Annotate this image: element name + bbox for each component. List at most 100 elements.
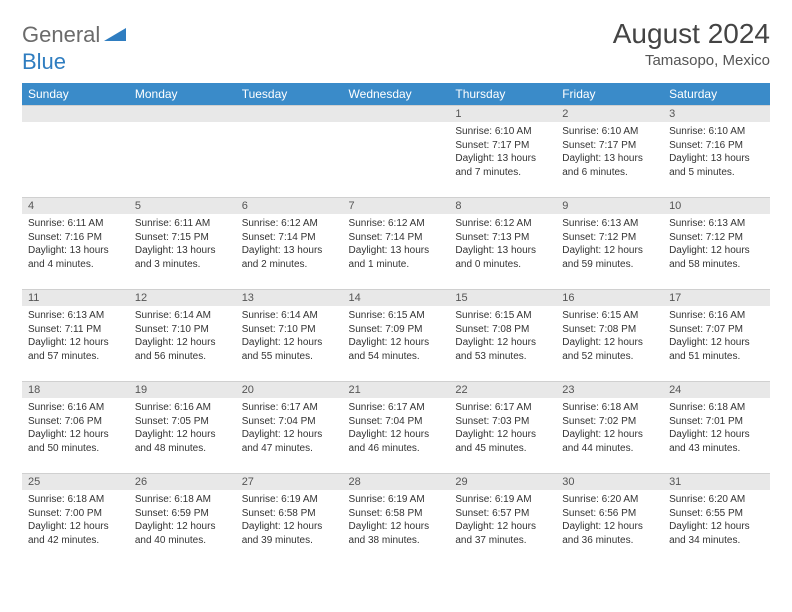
sunset-text: Sunset: 7:15 PM	[135, 231, 230, 245]
daylight-text: Daylight: 12 hours and 56 minutes.	[135, 336, 230, 363]
sunrise-text: Sunrise: 6:17 AM	[349, 401, 444, 415]
sunset-text: Sunset: 7:08 PM	[455, 323, 550, 337]
calendar-day-cell	[236, 105, 343, 197]
calendar-day-cell: 18Sunrise: 6:16 AMSunset: 7:06 PMDayligh…	[22, 381, 129, 473]
day-details: Sunrise: 6:18 AMSunset: 6:59 PMDaylight:…	[129, 490, 236, 551]
daylight-text: Daylight: 12 hours and 43 minutes.	[669, 428, 764, 455]
calendar-day-cell: 30Sunrise: 6:20 AMSunset: 6:56 PMDayligh…	[556, 473, 663, 565]
calendar-week-row: 1Sunrise: 6:10 AMSunset: 7:17 PMDaylight…	[22, 105, 770, 197]
sunrise-text: Sunrise: 6:13 AM	[562, 217, 657, 231]
sunset-text: Sunset: 7:14 PM	[242, 231, 337, 245]
daylight-text: Daylight: 13 hours and 4 minutes.	[28, 244, 123, 271]
day-number: 10	[663, 197, 770, 214]
sunset-text: Sunset: 7:13 PM	[455, 231, 550, 245]
day-details: Sunrise: 6:17 AMSunset: 7:04 PMDaylight:…	[236, 398, 343, 459]
day-details: Sunrise: 6:15 AMSunset: 7:08 PMDaylight:…	[449, 306, 556, 367]
daylight-text: Daylight: 12 hours and 40 minutes.	[135, 520, 230, 547]
daylight-text: Daylight: 12 hours and 36 minutes.	[562, 520, 657, 547]
sunrise-text: Sunrise: 6:16 AM	[28, 401, 123, 415]
day-details: Sunrise: 6:19 AMSunset: 6:58 PMDaylight:…	[343, 490, 450, 551]
weekday-header: Tuesday	[236, 83, 343, 105]
day-number: 1	[449, 105, 556, 122]
sunrise-text: Sunrise: 6:15 AM	[349, 309, 444, 323]
daylight-text: Daylight: 12 hours and 37 minutes.	[455, 520, 550, 547]
sunset-text: Sunset: 7:12 PM	[562, 231, 657, 245]
weekday-header: Sunday	[22, 83, 129, 105]
daylight-text: Daylight: 12 hours and 57 minutes.	[28, 336, 123, 363]
day-number: 19	[129, 381, 236, 398]
calendar-day-cell	[129, 105, 236, 197]
sunrise-text: Sunrise: 6:16 AM	[669, 309, 764, 323]
daylight-text: Daylight: 12 hours and 51 minutes.	[669, 336, 764, 363]
calendar-day-cell: 13Sunrise: 6:14 AMSunset: 7:10 PMDayligh…	[236, 289, 343, 381]
calendar-day-cell: 10Sunrise: 6:13 AMSunset: 7:12 PMDayligh…	[663, 197, 770, 289]
calendar-day-cell: 28Sunrise: 6:19 AMSunset: 6:58 PMDayligh…	[343, 473, 450, 565]
sunset-text: Sunset: 6:58 PM	[242, 507, 337, 521]
day-details: Sunrise: 6:16 AMSunset: 7:06 PMDaylight:…	[22, 398, 129, 459]
daylight-text: Daylight: 12 hours and 52 minutes.	[562, 336, 657, 363]
sunset-text: Sunset: 7:06 PM	[28, 415, 123, 429]
calendar-week-row: 25Sunrise: 6:18 AMSunset: 7:00 PMDayligh…	[22, 473, 770, 565]
day-number: 12	[129, 289, 236, 306]
sunrise-text: Sunrise: 6:15 AM	[455, 309, 550, 323]
sunset-text: Sunset: 7:11 PM	[28, 323, 123, 337]
weekday-header: Wednesday	[343, 83, 450, 105]
sunset-text: Sunset: 7:12 PM	[669, 231, 764, 245]
day-number: 28	[343, 473, 450, 490]
calendar-day-cell	[343, 105, 450, 197]
day-number: 15	[449, 289, 556, 306]
day-number: 6	[236, 197, 343, 214]
sunrise-text: Sunrise: 6:19 AM	[455, 493, 550, 507]
day-number: 24	[663, 381, 770, 398]
calendar-day-cell: 14Sunrise: 6:15 AMSunset: 7:09 PMDayligh…	[343, 289, 450, 381]
day-details: Sunrise: 6:14 AMSunset: 7:10 PMDaylight:…	[129, 306, 236, 367]
day-details: Sunrise: 6:15 AMSunset: 7:08 PMDaylight:…	[556, 306, 663, 367]
day-number: 2	[556, 105, 663, 122]
day-number: 5	[129, 197, 236, 214]
calendar-week-row: 4Sunrise: 6:11 AMSunset: 7:16 PMDaylight…	[22, 197, 770, 289]
day-details	[22, 122, 129, 129]
sunset-text: Sunset: 7:05 PM	[135, 415, 230, 429]
sunset-text: Sunset: 7:16 PM	[669, 139, 764, 153]
daylight-text: Daylight: 12 hours and 39 minutes.	[242, 520, 337, 547]
daylight-text: Daylight: 12 hours and 44 minutes.	[562, 428, 657, 455]
day-number: 16	[556, 289, 663, 306]
daylight-text: Daylight: 12 hours and 50 minutes.	[28, 428, 123, 455]
day-details: Sunrise: 6:10 AMSunset: 7:17 PMDaylight:…	[556, 122, 663, 183]
day-details: Sunrise: 6:17 AMSunset: 7:03 PMDaylight:…	[449, 398, 556, 459]
day-details	[343, 122, 450, 129]
sunrise-text: Sunrise: 6:18 AM	[28, 493, 123, 507]
sunrise-text: Sunrise: 6:15 AM	[562, 309, 657, 323]
day-details: Sunrise: 6:11 AMSunset: 7:16 PMDaylight:…	[22, 214, 129, 275]
sunset-text: Sunset: 6:59 PM	[135, 507, 230, 521]
sunrise-text: Sunrise: 6:17 AM	[455, 401, 550, 415]
sunrise-text: Sunrise: 6:13 AM	[669, 217, 764, 231]
day-number: 4	[22, 197, 129, 214]
day-number: 9	[556, 197, 663, 214]
day-number	[343, 105, 450, 122]
calendar-day-cell: 8Sunrise: 6:12 AMSunset: 7:13 PMDaylight…	[449, 197, 556, 289]
calendar-day-cell: 27Sunrise: 6:19 AMSunset: 6:58 PMDayligh…	[236, 473, 343, 565]
sunrise-text: Sunrise: 6:16 AM	[135, 401, 230, 415]
daylight-text: Daylight: 12 hours and 34 minutes.	[669, 520, 764, 547]
calendar-day-cell: 12Sunrise: 6:14 AMSunset: 7:10 PMDayligh…	[129, 289, 236, 381]
sunset-text: Sunset: 6:56 PM	[562, 507, 657, 521]
sunset-text: Sunset: 7:00 PM	[28, 507, 123, 521]
weekday-header: Thursday	[449, 83, 556, 105]
calendar-day-cell: 6Sunrise: 6:12 AMSunset: 7:14 PMDaylight…	[236, 197, 343, 289]
day-details: Sunrise: 6:12 AMSunset: 7:13 PMDaylight:…	[449, 214, 556, 275]
daylight-text: Daylight: 13 hours and 2 minutes.	[242, 244, 337, 271]
day-number: 23	[556, 381, 663, 398]
day-number: 22	[449, 381, 556, 398]
day-details: Sunrise: 6:11 AMSunset: 7:15 PMDaylight:…	[129, 214, 236, 275]
calendar-day-cell: 15Sunrise: 6:15 AMSunset: 7:08 PMDayligh…	[449, 289, 556, 381]
sunrise-text: Sunrise: 6:19 AM	[349, 493, 444, 507]
day-number: 26	[129, 473, 236, 490]
sunset-text: Sunset: 7:07 PM	[669, 323, 764, 337]
day-details: Sunrise: 6:20 AMSunset: 6:55 PMDaylight:…	[663, 490, 770, 551]
sunrise-text: Sunrise: 6:20 AM	[669, 493, 764, 507]
day-details	[236, 122, 343, 129]
day-details: Sunrise: 6:13 AMSunset: 7:12 PMDaylight:…	[663, 214, 770, 275]
sunset-text: Sunset: 7:09 PM	[349, 323, 444, 337]
day-details	[129, 122, 236, 129]
